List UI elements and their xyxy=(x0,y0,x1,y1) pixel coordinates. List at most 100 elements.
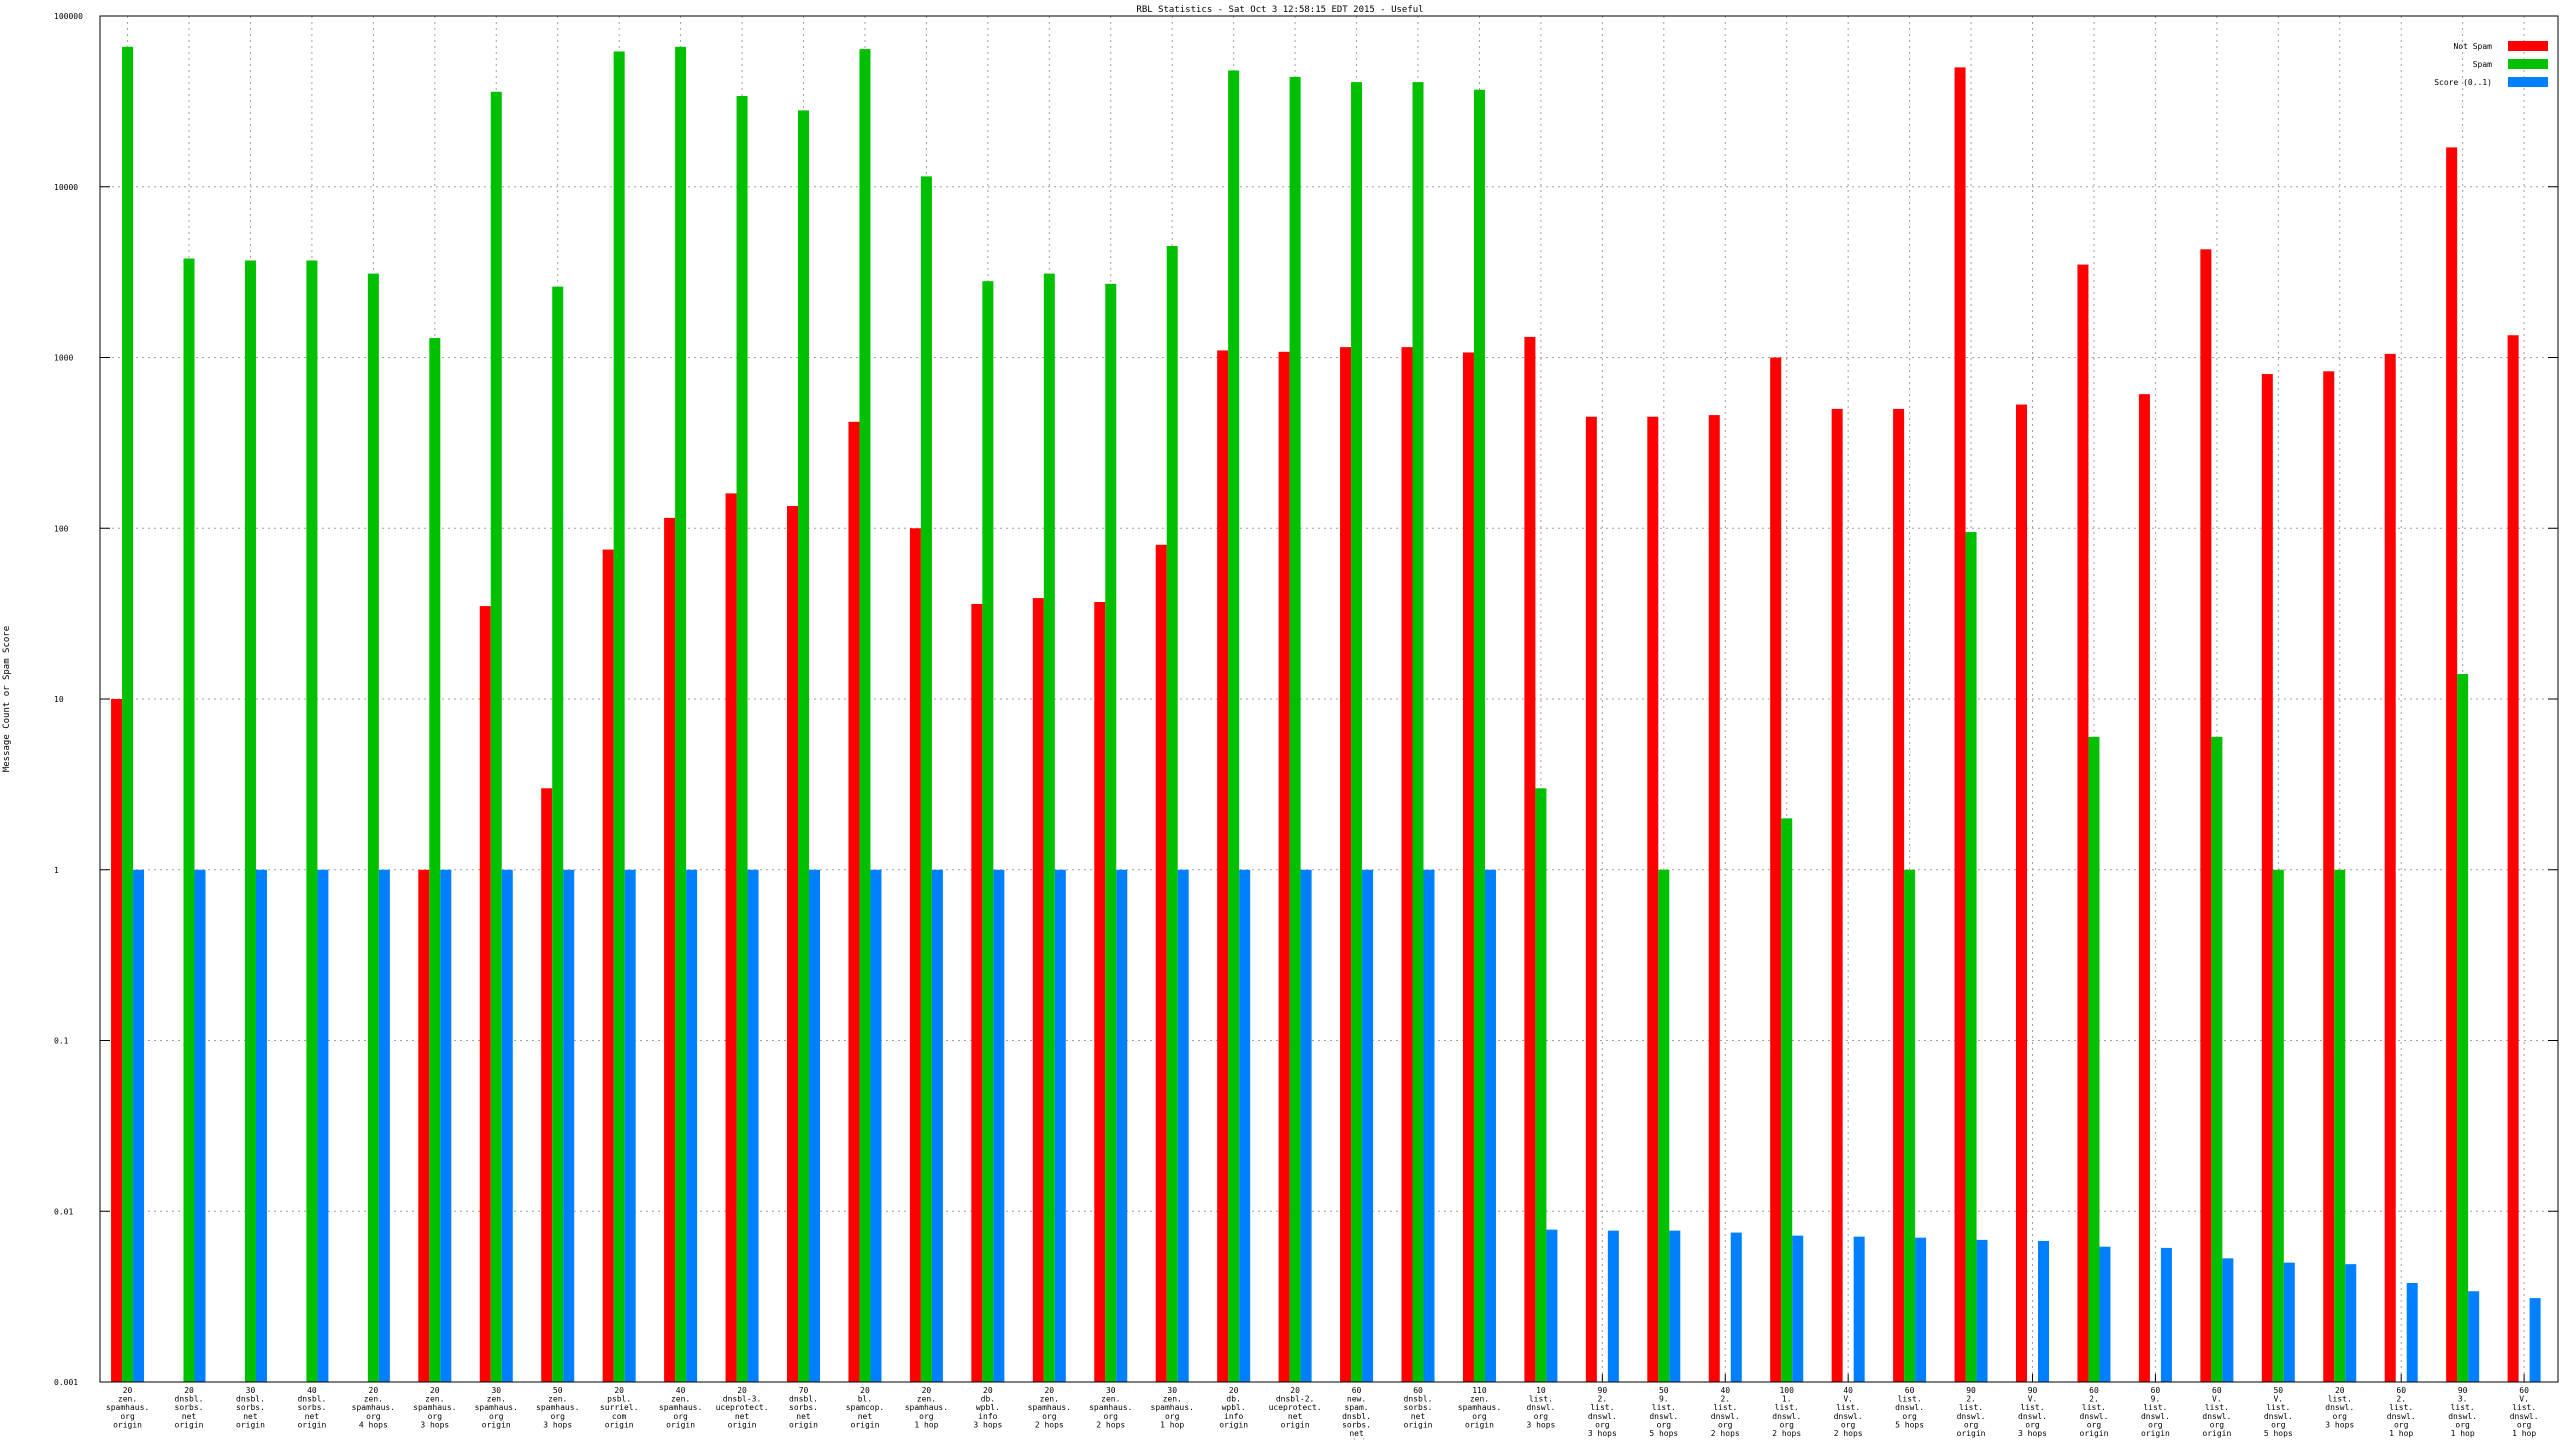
bar-score-0-1 xyxy=(1730,1232,1742,1382)
bar-not-spam xyxy=(2138,394,2150,1383)
bar-spam xyxy=(736,95,748,1382)
x-tick-label: 110 zen. spamhaus. org origin xyxy=(1458,1386,1501,1429)
bar-score-0-1 xyxy=(624,869,636,1382)
bar-spam xyxy=(798,110,810,1383)
x-tick-label: 40 zen. spamhaus. org origin xyxy=(659,1386,702,1429)
bar-not-spam xyxy=(1770,357,1782,1382)
x-tick-label: 90 2. list. dnswl. org origin xyxy=(1957,1386,1986,1438)
bar-score-0-1 xyxy=(931,869,943,1382)
bar-spam xyxy=(982,281,994,1383)
bar-spam xyxy=(675,46,687,1383)
bar-spam xyxy=(1289,76,1301,1382)
bar-spam xyxy=(1473,89,1485,1383)
legend: Not Spam Spam Score (0..1) xyxy=(2434,41,2548,87)
bar-score-0-1 xyxy=(2222,1258,2234,1382)
x-tick-label: 90 3. list. dnswl. org 1 hop xyxy=(2448,1386,2477,1438)
x-tick-label: 60 V. list. dnswl. org 1 hop xyxy=(2510,1386,2539,1438)
bar-spam xyxy=(1351,82,1363,1382)
bar-spam xyxy=(490,91,502,1382)
bar-score-0-1 xyxy=(1239,869,1251,1382)
x-tick-label: 20 db. wpbl. info origin xyxy=(1219,1386,1248,1429)
x-tick-label: 40 V. list. dnswl. org 2 hops xyxy=(1834,1386,1863,1438)
x-tick-label: 60 2. list. dnswl. org 1 hop xyxy=(2387,1386,2416,1438)
y-tick-label: 1000 xyxy=(54,354,73,363)
bar-not-spam xyxy=(2507,335,2519,1383)
y-tick-label: 100 xyxy=(54,524,69,533)
bar-not-spam xyxy=(1524,336,1536,1382)
bar-not-spam xyxy=(1094,601,1106,1382)
x-tick-label: 40 dnsbl. sorbs. net origin xyxy=(297,1386,326,1429)
bar-score-0-1 xyxy=(2038,1240,2050,1382)
bar-not-spam xyxy=(787,505,799,1383)
bar-not-spam xyxy=(2016,404,2028,1382)
bar-score-0-1 xyxy=(2283,1262,2295,1382)
bar-score-0-1 xyxy=(1546,1229,1558,1382)
bar-score-0-1 xyxy=(255,869,267,1382)
bar-score-0-1 xyxy=(563,869,575,1382)
bars xyxy=(111,46,2541,1383)
bar-not-spam xyxy=(602,549,614,1382)
plot-frame xyxy=(99,15,2559,1383)
y-tick-label: 0.1 xyxy=(54,1037,69,1046)
bar-score-0-1 xyxy=(1362,869,1374,1382)
bar-not-spam xyxy=(725,493,737,1383)
bar-score-0-1 xyxy=(1915,1237,1927,1382)
y-tick-label: 10000 xyxy=(54,183,78,192)
bar-spam xyxy=(1105,283,1117,1383)
grid-lines xyxy=(100,16,2558,1382)
bar-spam xyxy=(2211,736,2223,1382)
legend-label: Spam xyxy=(2473,60,2492,69)
x-tick-label: 50 V. list. dnswl. org 5 hops xyxy=(2264,1386,2293,1438)
bar-not-spam xyxy=(1155,544,1167,1382)
bar-score-0-1 xyxy=(1116,869,1128,1382)
bar-score-0-1 xyxy=(993,869,1005,1382)
x-tick-label: 20 zen. spamhaus. org 2 hops xyxy=(1028,1386,1071,1429)
bar-spam xyxy=(920,176,932,1382)
bar-not-spam xyxy=(1647,416,1659,1382)
bar-not-spam xyxy=(1401,347,1413,1382)
bar-score-0-1 xyxy=(747,869,759,1382)
bar-score-0-1 xyxy=(2345,1264,2357,1382)
x-tick-label: 90 2. list. dnswl. org 3 hops xyxy=(1588,1386,1617,1438)
bar-spam xyxy=(1904,869,1916,1382)
x-tick-label: 30 zen. spamhaus. org 2 hops xyxy=(1089,1386,1132,1429)
bar-score-0-1 xyxy=(2160,1247,2172,1382)
x-tick-label: 90 V. list. dnswl. org 3 hops xyxy=(2018,1386,2047,1438)
legend-label: Not Spam xyxy=(2453,42,2492,51)
x-tick-label: 20 list. dnswl. org 3 hops xyxy=(2325,1386,2354,1429)
bar-spam xyxy=(1535,788,1547,1382)
bar-score-0-1 xyxy=(1976,1239,1988,1382)
bar-spam xyxy=(1658,869,1670,1382)
bar-not-spam xyxy=(909,528,921,1382)
x-tick-label: 20 zen. spamhaus. org origin xyxy=(106,1386,149,1429)
y-tick-label: 1 xyxy=(54,866,59,875)
bar-not-spam xyxy=(1032,598,1044,1382)
y-tick-label: 10 xyxy=(54,695,64,704)
bar-spam xyxy=(859,49,871,1383)
bar-spam xyxy=(244,260,256,1383)
bar-spam xyxy=(1166,245,1178,1382)
bar-not-spam xyxy=(971,604,983,1382)
x-tick-label: 10 list. dnswl. org 3 hops xyxy=(1526,1386,1555,1429)
bar-score-0-1 xyxy=(1423,869,1435,1382)
x-tick-label: 60 V. list. dnswl. org origin xyxy=(2202,1386,2231,1438)
bar-not-spam xyxy=(1954,67,1966,1382)
x-tick-label: 30 zen. spamhaus. org 1 hop xyxy=(1151,1386,1194,1429)
chart-title: RBL Statistics - Sat Oct 3 12:58:15 EDT … xyxy=(1136,5,1423,15)
x-tick-label: 20 dnsbl-3. uceprotect. net origin xyxy=(716,1386,769,1429)
x-tick-label: 60 9. list. dnswl. org origin xyxy=(2141,1386,2170,1438)
bar-score-0-1 xyxy=(1484,869,1496,1382)
bar-score-0-1 xyxy=(133,869,145,1382)
bar-score-0-1 xyxy=(686,869,698,1382)
bar-not-spam xyxy=(2446,147,2458,1382)
bar-spam xyxy=(367,273,379,1382)
bar-spam xyxy=(1412,82,1424,1382)
bar-not-spam xyxy=(418,869,430,1382)
x-tick-label: 30 zen. spamhaus. org origin xyxy=(475,1386,518,1429)
x-tick-label: 20 bl. spamcop. net origin xyxy=(846,1386,885,1429)
x-tick-label: 20 zen. spamhaus. org 4 hops xyxy=(352,1386,395,1429)
bar-score-0-1 xyxy=(1054,869,1066,1382)
bar-score-0-1 xyxy=(1669,1230,1681,1382)
bar-not-spam xyxy=(848,421,860,1382)
